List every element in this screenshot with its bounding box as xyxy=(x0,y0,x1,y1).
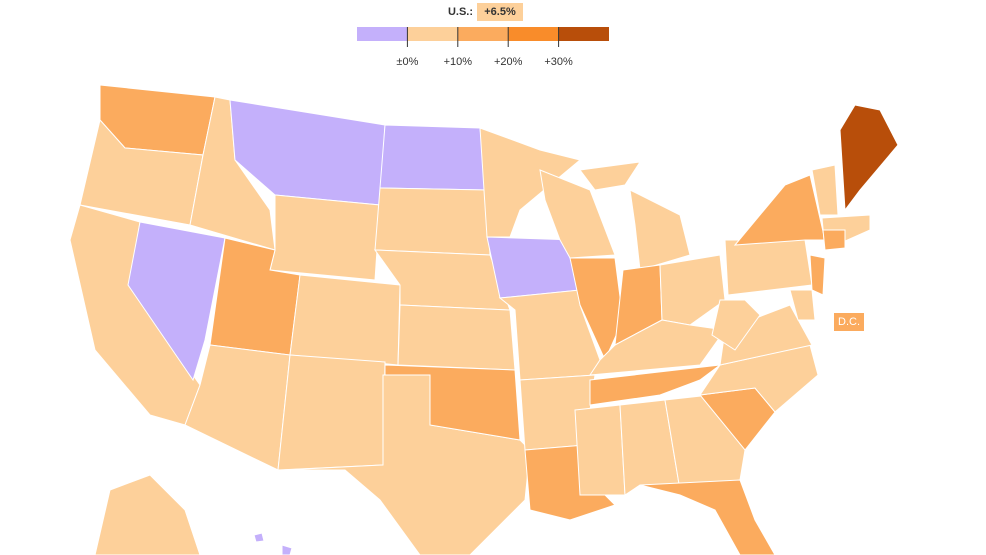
state xyxy=(184,344,291,471)
legend-tick-label: +10% xyxy=(444,56,473,68)
state xyxy=(374,187,491,256)
legend-swatch xyxy=(457,27,509,41)
state xyxy=(579,161,642,191)
state xyxy=(589,319,726,376)
state xyxy=(269,194,381,281)
dc-box xyxy=(834,313,864,331)
state-map xyxy=(69,84,899,555)
state xyxy=(629,189,691,271)
state xyxy=(639,479,776,555)
state xyxy=(659,254,726,326)
state xyxy=(724,239,813,296)
state xyxy=(589,364,722,406)
legend-swatch xyxy=(357,27,408,41)
state xyxy=(94,474,201,555)
state xyxy=(379,124,488,191)
state xyxy=(289,274,401,366)
state xyxy=(711,299,761,351)
state xyxy=(839,104,899,212)
state xyxy=(569,257,624,362)
state xyxy=(277,354,386,471)
legend-tick-label: +20% xyxy=(494,56,523,68)
state xyxy=(733,174,826,246)
state xyxy=(789,289,816,321)
legend-tick-label: +30% xyxy=(544,56,573,68)
us-value-box xyxy=(477,3,523,21)
state xyxy=(397,304,516,371)
state xyxy=(822,229,846,251)
state xyxy=(719,304,813,366)
legend-swatch xyxy=(558,27,609,41)
legend-swatch xyxy=(407,27,458,41)
dc-label: D.C. xyxy=(838,316,860,328)
state xyxy=(253,532,265,543)
us-value: +6.5% xyxy=(484,6,516,18)
state xyxy=(127,221,226,382)
us-label: U.S.: xyxy=(448,6,473,18)
state xyxy=(574,404,626,496)
state xyxy=(811,164,839,216)
legend: U.S.: +6.5% ±0% +10% +20% +30% xyxy=(357,3,609,68)
legend-swatch xyxy=(508,27,559,41)
state xyxy=(384,364,521,441)
state xyxy=(809,254,826,296)
legend-tick-label: ±0% xyxy=(396,56,418,68)
state xyxy=(281,544,293,555)
